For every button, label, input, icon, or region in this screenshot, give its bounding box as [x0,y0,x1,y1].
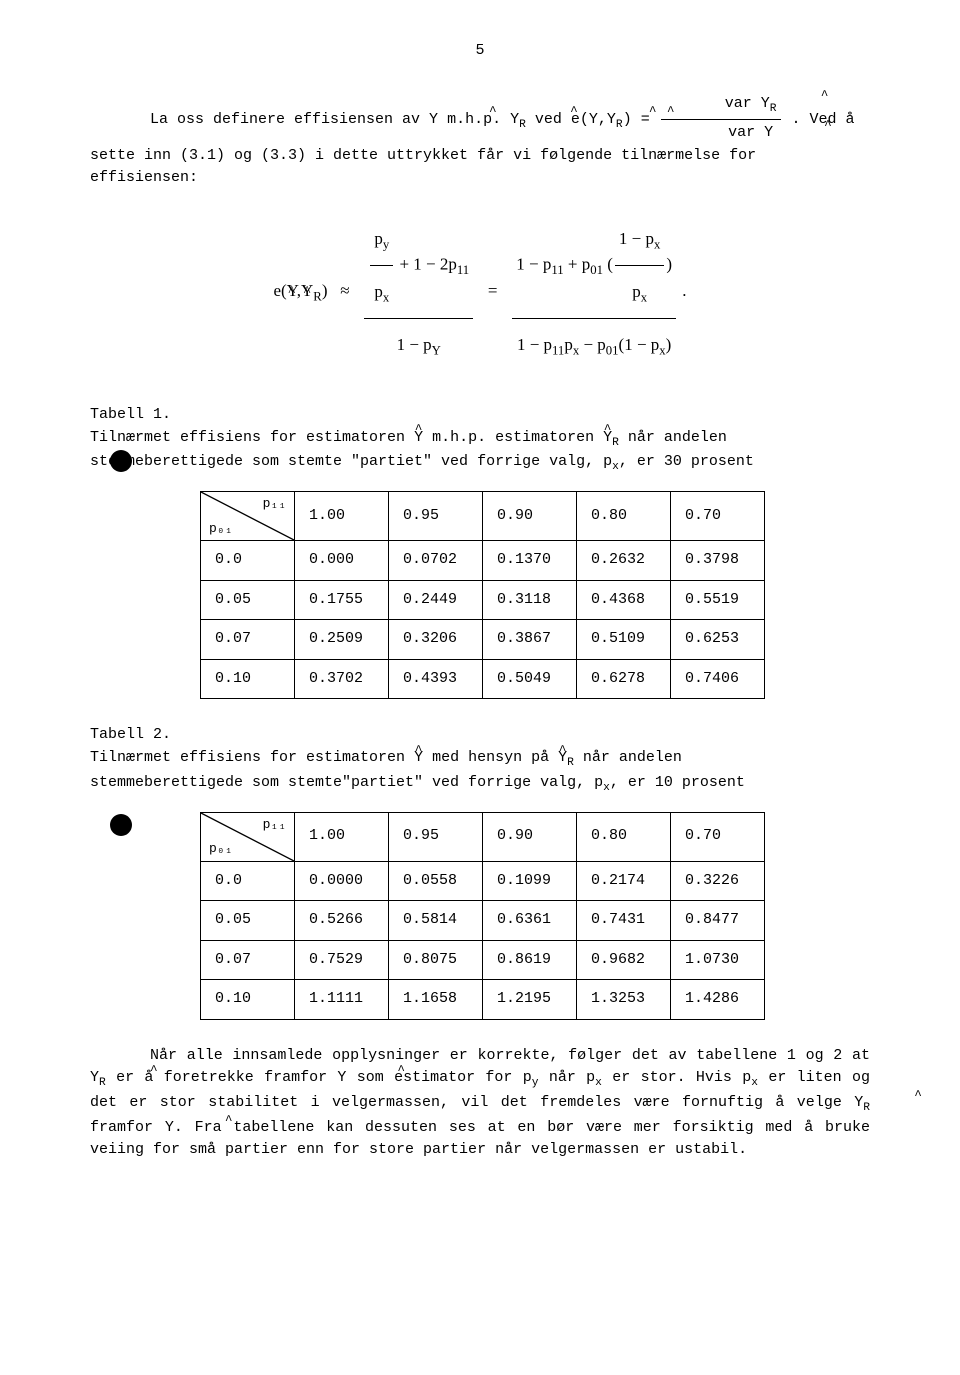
row-header: 0.0 [201,541,295,581]
cell: 0.0000 [295,861,389,901]
cell: 0.0558 [389,861,483,901]
cell: 0.9682 [577,940,671,980]
row-header: 0.0 [201,861,295,901]
cell: 0.6361 [483,901,577,941]
cell: 0.5814 [389,901,483,941]
cell: 0.5266 [295,901,389,941]
cell: 0.000 [295,541,389,581]
cell: 1.1111 [295,980,389,1020]
table2-caption: Tilnærmet effisiens for estimatoren Y me… [90,747,780,797]
cell: 0.3206 [389,620,483,660]
cell: 0.7406 [671,659,765,699]
cell: 0.1099 [483,861,577,901]
row-header: 0.07 [201,620,295,660]
cell: 0.2509 [295,620,389,660]
col-header: 1.00 [295,492,389,541]
cell: 0.2449 [389,580,483,620]
cell: 0.3867 [483,620,577,660]
col-header: 0.90 [483,812,577,861]
cell: 1.2195 [483,980,577,1020]
cell: 1.4286 [671,980,765,1020]
table-row: 0.07 0.7529 0.8075 0.8619 0.9682 1.0730 [201,940,765,980]
row-header: 0.10 [201,980,295,1020]
diag-bot-label: p₀₁ [209,839,232,859]
table2-diag-header: p₁₁ p₀₁ [201,812,295,861]
hole-punch-icon [110,814,132,836]
table-row: 0.10 1.1111 1.1658 1.2195 1.3253 1.4286 [201,980,765,1020]
cell: 0.3702 [295,659,389,699]
col-header: 0.70 [671,812,765,861]
cell: 1.0730 [671,940,765,980]
row-header: 0.07 [201,940,295,980]
col-header: 0.70 [671,492,765,541]
cell: 0.6278 [577,659,671,699]
table-row: 0.0 0.000 0.0702 0.1370 0.2632 0.3798 [201,541,765,581]
table1-heading: Tabell 1. Tilnærmet effisiens for estima… [90,404,870,476]
cell: 0.3118 [483,580,577,620]
hole-punch-icon [110,450,132,472]
cell: 0.5109 [577,620,671,660]
table-header-row: p₁₁ p₀₁ 1.00 0.95 0.90 0.80 0.70 [201,492,765,541]
row-header: 0.05 [201,580,295,620]
table2-heading: Tabell 2. Tilnærmet effisiens for estima… [90,724,870,796]
cell: 0.5049 [483,659,577,699]
cell: 0.4368 [577,580,671,620]
table2-label: Tabell 2. [90,724,180,747]
col-header: 1.00 [295,812,389,861]
table-row: 0.10 0.3702 0.4393 0.5049 0.6278 0.7406 [201,659,765,699]
cell: 0.1370 [483,541,577,581]
row-header: 0.10 [201,659,295,699]
diag-top-label: p₁₁ [263,494,286,514]
cell: 0.5519 [671,580,765,620]
table-row: 0.0 0.0000 0.0558 0.1099 0.2174 0.3226 [201,861,765,901]
col-header: 0.80 [577,812,671,861]
cell: 0.6253 [671,620,765,660]
table1-diag-header: p₁₁ p₀₁ [201,492,295,541]
row-header: 0.05 [201,901,295,941]
efficiency-formula: e(Y,YR) ≈ pypx + 1 − 2p111 − pY = 1 − p1… [90,215,870,369]
cell: 0.8619 [483,940,577,980]
cell: 0.2174 [577,861,671,901]
table-row: 0.07 0.2509 0.3206 0.3867 0.5109 0.6253 [201,620,765,660]
table-row: 0.05 0.1755 0.2449 0.3118 0.4368 0.5519 [201,580,765,620]
col-header: 0.80 [577,492,671,541]
cell: 0.4393 [389,659,483,699]
col-header: 0.90 [483,492,577,541]
cell: 0.3226 [671,861,765,901]
col-header: 0.95 [389,812,483,861]
cell: 0.8075 [389,940,483,980]
cell: 0.7431 [577,901,671,941]
table-row: 0.05 0.5266 0.5814 0.6361 0.7431 0.8477 [201,901,765,941]
cell: 0.8477 [671,901,765,941]
table1-label: Tabell 1. [90,404,180,427]
col-header: 0.95 [389,492,483,541]
cell: 1.3253 [577,980,671,1020]
cell: 0.0702 [389,541,483,581]
cell: 0.3798 [671,541,765,581]
cell: 0.7529 [295,940,389,980]
table2: p₁₁ p₀₁ 1.00 0.95 0.90 0.80 0.70 0.0 0.0… [200,812,765,1020]
cell: 1.1658 [389,980,483,1020]
cell: 0.1755 [295,580,389,620]
table1-caption: Tilnærmet effisiens for estimatoren Y m.… [90,427,780,477]
table-header-row: p₁₁ p₀₁ 1.00 0.95 0.90 0.80 0.70 [201,812,765,861]
table1: p₁₁ p₀₁ 1.00 0.95 0.90 0.80 0.70 0.0 0.0… [200,491,765,699]
intro-paragraph: La oss definere effisiensen av Y m.h.p. … [90,93,870,190]
diag-top-label: p₁₁ [263,815,286,835]
cell: 0.2632 [577,541,671,581]
closing-paragraph: Når alle innsamlede opplysninger er korr… [90,1045,870,1162]
diag-bot-label: p₀₁ [209,519,232,539]
page-number: 5 [90,40,870,63]
